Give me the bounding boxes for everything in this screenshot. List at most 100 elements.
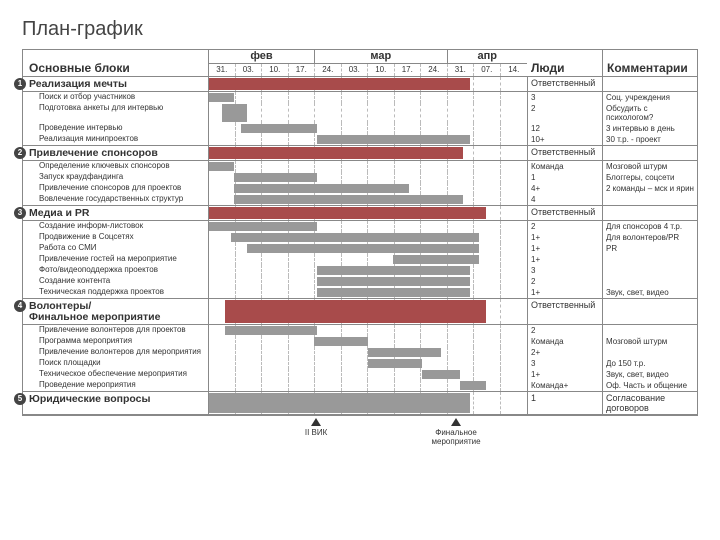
- timeline-cell: [209, 254, 527, 265]
- task-row: Запуск краудфандинга1Блоггеры, соцсети: [23, 172, 697, 183]
- task-row: Техническое обеспечение мероприятия1+Зву…: [23, 369, 697, 380]
- comment-cell: [603, 77, 697, 91]
- timeline-cell: [209, 221, 527, 232]
- task-row: Определение ключевых спонсоровКомандаМоз…: [23, 161, 697, 172]
- milestone-label: Финальноемероприятие: [421, 428, 491, 446]
- task-row: Проведение мероприятияКоманда+Оф. Часть …: [23, 380, 697, 392]
- comment-cell: 3 интервью в день: [603, 123, 697, 134]
- comment-cell: [603, 325, 697, 336]
- week-header: 24.: [421, 64, 448, 76]
- timeline-cell: [209, 172, 527, 183]
- comment-cell: Обсудить с психологом?: [603, 103, 697, 123]
- week-header: 31.: [448, 64, 475, 76]
- timeline-cell: [209, 276, 527, 287]
- task-label: Создание информ-листовок: [23, 221, 209, 232]
- people-cell: 1+: [527, 287, 603, 298]
- milestone-marker: [311, 418, 321, 426]
- people-cell: 1: [527, 172, 603, 183]
- comment-cell: [603, 254, 697, 265]
- task-row: Привлечение гостей на мероприятие1+: [23, 254, 697, 265]
- timeline-cell: [209, 161, 527, 172]
- header-comments: Комментарии: [603, 49, 697, 76]
- people-cell: 12: [527, 123, 603, 134]
- header-calendar: февмарапр 31.03.10.17.24.03.10.17.24.31.…: [209, 49, 527, 76]
- gantt-chart: Основные блоки февмарапр 31.03.10.17.24.…: [22, 49, 698, 416]
- footer-markers: II ВИКФинальноемероприятие: [22, 418, 698, 452]
- task-label: Вовлечение государственных структур: [23, 194, 209, 205]
- week-header: 10.: [368, 64, 395, 76]
- timeline-cell: [209, 92, 527, 103]
- week-header: 24.: [315, 64, 342, 76]
- section-label: Реализация мечты1: [23, 77, 209, 91]
- timeline-cell: [209, 123, 527, 134]
- task-label: Техническая поддержка проектов: [23, 287, 209, 298]
- month-header: апр: [448, 50, 528, 63]
- timeline-cell: [209, 392, 527, 414]
- task-label: Привлечение волонтеров для мероприятия: [23, 347, 209, 358]
- task-label: Привлечение волонтеров для проектов: [23, 325, 209, 336]
- task-label: Подготовка анкеты для интервью: [23, 103, 209, 123]
- comment-cell: Оф. Часть и общение: [603, 380, 697, 391]
- people-cell: 3: [527, 265, 603, 276]
- week-header: 17.: [289, 64, 316, 76]
- task-label: Техническое обеспечение мероприятия: [23, 369, 209, 380]
- section-row: Волонтеры/Финальное мероприятие4Ответств…: [23, 299, 697, 325]
- task-label: Работа со СМИ: [23, 243, 209, 254]
- milestone-marker: [451, 418, 461, 426]
- task-row: Работа со СМИ 1+PR: [23, 243, 697, 254]
- people-cell: 3: [527, 358, 603, 369]
- comment-cell: Для волонтеров/PR: [603, 232, 697, 243]
- people-cell: 2: [527, 103, 603, 123]
- task-label: Поиск и отбор участников: [23, 92, 209, 103]
- page-title: План-график: [22, 18, 698, 41]
- comment-cell: [603, 206, 697, 220]
- timeline-cell: [209, 369, 527, 380]
- week-header: 17.: [395, 64, 422, 76]
- task-row: Продвижение в Соцсетях1+Для волонтеров/P…: [23, 232, 697, 243]
- comment-cell: PR: [603, 243, 697, 254]
- header-blocks: Основные блоки: [23, 49, 209, 76]
- comment-cell: [603, 265, 697, 276]
- week-header: 07.: [474, 64, 501, 76]
- task-row: Программа мероприятияКомандаМозговой шту…: [23, 336, 697, 347]
- section-number: 5: [14, 393, 26, 405]
- section-row: Медиа и PR3Ответственный: [23, 206, 697, 221]
- task-label: Продвижение в Соцсетях: [23, 232, 209, 243]
- timeline-cell: [209, 299, 527, 324]
- comment-cell: Звук, свет, видео: [603, 369, 697, 380]
- week-header: 31.: [209, 64, 236, 76]
- section-row: Привлечение спонсоров2Ответственный: [23, 146, 697, 161]
- task-row: Техническая поддержка проектов 1+Звук, св…: [23, 287, 697, 299]
- timeline-cell: [209, 134, 527, 145]
- task-label: Определение ключевых спонсоров: [23, 161, 209, 172]
- section-label: Привлечение спонсоров2: [23, 146, 209, 160]
- comment-cell: [603, 194, 697, 205]
- people-cell: 1+: [527, 243, 603, 254]
- comment-cell: До 150 т.р.: [603, 358, 697, 369]
- comment-cell: Согласование договоров: [603, 392, 697, 414]
- comment-cell: Для спонсоров 4 т.р.: [603, 221, 697, 232]
- people-cell: 2: [527, 325, 603, 336]
- timeline-cell: [209, 358, 527, 369]
- task-row: Подготовка анкеты для интервью 2Обсудить …: [23, 103, 697, 123]
- timeline-cell: [209, 243, 527, 254]
- task-label: Проведение интервью: [23, 123, 209, 134]
- people-cell: 2: [527, 276, 603, 287]
- timeline-cell: [209, 77, 527, 91]
- task-row: Привлечение волонтеров для проектов 2: [23, 325, 697, 336]
- comment-cell: Звук, свет, видео: [603, 287, 697, 298]
- timeline-cell: [209, 206, 527, 220]
- timeline-cell: [209, 265, 527, 276]
- header-people: Люди: [527, 49, 603, 76]
- task-row: Создание контента2: [23, 276, 697, 287]
- comment-cell: Соц. учреждения: [603, 92, 697, 103]
- section-label: Юридические вопросы5: [23, 392, 209, 414]
- timeline-cell: [209, 103, 527, 123]
- month-header: фев: [209, 50, 315, 63]
- people-cell: Команда: [527, 161, 603, 172]
- people-cell: Ответственный: [527, 299, 603, 324]
- people-cell: 1: [527, 392, 603, 414]
- people-cell: 10+: [527, 134, 603, 145]
- people-cell: 4: [527, 194, 603, 205]
- people-cell: 1+: [527, 254, 603, 265]
